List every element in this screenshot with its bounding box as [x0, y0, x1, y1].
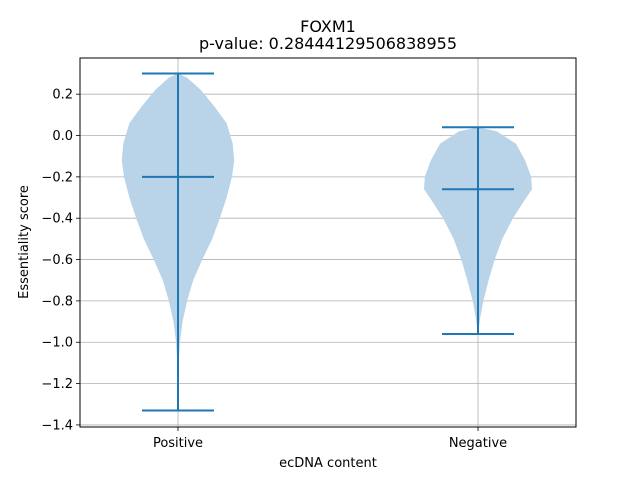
y-tick-label: −0.8	[41, 294, 73, 309]
y-tick-label: −0.2	[41, 170, 73, 185]
violin-whiskers	[142, 72, 514, 412]
x-axis-ticks: Positive Negative	[153, 427, 507, 451]
y-tick-label: 0.2	[52, 88, 73, 103]
y-tick-label: 0.0	[52, 129, 73, 144]
y-tick-label: −0.4	[41, 212, 73, 227]
chart-subtitle: p-value: 0.28444129506838955	[199, 34, 457, 53]
y-axis-ticks: −1.4 −1.2 −1.0 −0.8 −0.6 −0.4 −0.2 0.0 0.2	[41, 88, 80, 433]
y-tick-label: −0.6	[41, 253, 73, 268]
x-tick-label: Negative	[449, 436, 507, 451]
x-tick-label: Positive	[153, 436, 203, 451]
violin-bodies	[121, 73, 532, 411]
x-axis-label: ecDNA content	[279, 456, 377, 471]
y-tick-label: −1.0	[41, 336, 73, 351]
y-axis-label: Essentiality score	[17, 185, 32, 299]
chart-title: FOXM1	[300, 17, 356, 36]
plot-frame	[79, 57, 577, 428]
y-tick-label: −1.4	[41, 418, 73, 433]
y-tick-label: −1.2	[41, 377, 73, 392]
